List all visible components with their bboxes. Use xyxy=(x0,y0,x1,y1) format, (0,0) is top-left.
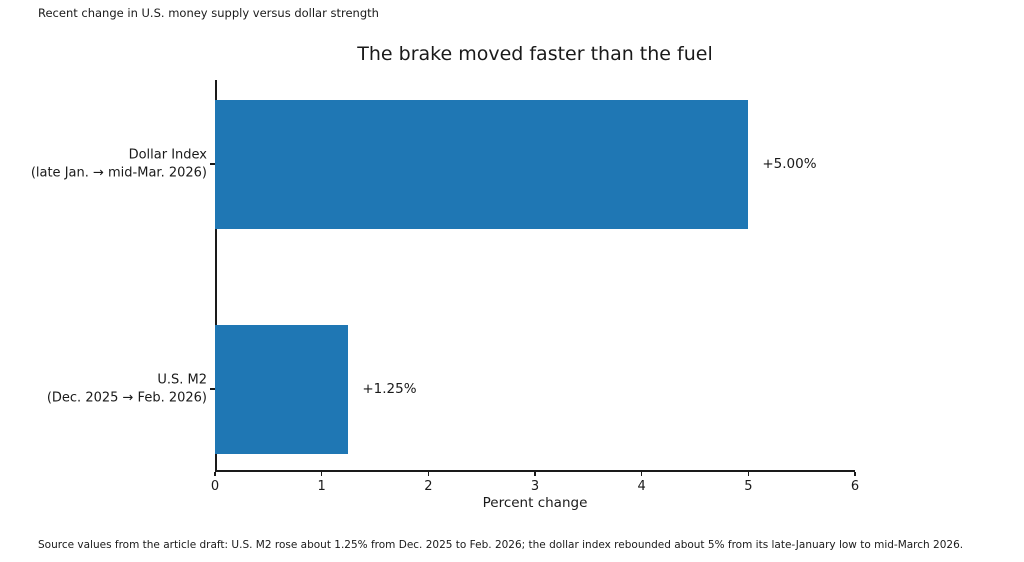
x-tick-mark xyxy=(640,471,643,476)
category-label-line: Dollar Index xyxy=(128,147,207,163)
x-tick-mark xyxy=(427,471,430,476)
category-label-line: U.S. M2 xyxy=(157,372,207,388)
bar-dollar-index xyxy=(215,99,749,229)
bar-us-m2 xyxy=(215,324,349,454)
category-label-line: (late Jan. → mid-Mar. 2026) xyxy=(30,165,207,180)
x-tick-mark xyxy=(854,471,856,476)
x-axis-spine xyxy=(215,470,855,472)
y-tick-us-m2 xyxy=(210,388,215,390)
value-label-us-m2: +1.25% xyxy=(362,381,417,397)
x-tick-label: 5 xyxy=(744,479,753,494)
plot-area: Dollar Index (late Jan. → mid-Mar. 2026) +… xyxy=(31,80,859,494)
x-tick-mark xyxy=(747,471,750,476)
x-tick-label: 0 xyxy=(210,479,220,494)
y-axis-spine xyxy=(215,80,217,472)
x-axis-label: Percent change xyxy=(482,495,588,511)
value-label-dollar-index: +5.00% xyxy=(762,156,817,172)
x-tick-mark xyxy=(214,471,216,476)
chart-title: The brake moved faster than the fuel xyxy=(357,43,713,65)
x-tick-label: 4 xyxy=(637,479,646,494)
category-label-us-m2: U.S. M2 (Dec. 2025 → Feb. 2026) xyxy=(0,372,207,407)
y-tick-dollar-index xyxy=(210,163,215,165)
source-note: Source values from the article draft: U.… xyxy=(38,539,964,551)
x-tick-label: 1 xyxy=(317,479,326,494)
x-tick-label: 3 xyxy=(530,479,540,494)
category-label-line: (Dec. 2025 → Feb. 2026) xyxy=(46,390,207,405)
x-tick-label: 6 xyxy=(850,479,860,494)
x-tick-mark xyxy=(534,471,536,476)
x-tick-label: 2 xyxy=(424,479,433,494)
category-label-dollar-index: Dollar Index (late Jan. → mid-Mar. 2026) xyxy=(0,147,207,182)
figure-note: Recent change in U.S. money supply versu… xyxy=(38,6,379,20)
x-tick-mark xyxy=(320,471,323,476)
